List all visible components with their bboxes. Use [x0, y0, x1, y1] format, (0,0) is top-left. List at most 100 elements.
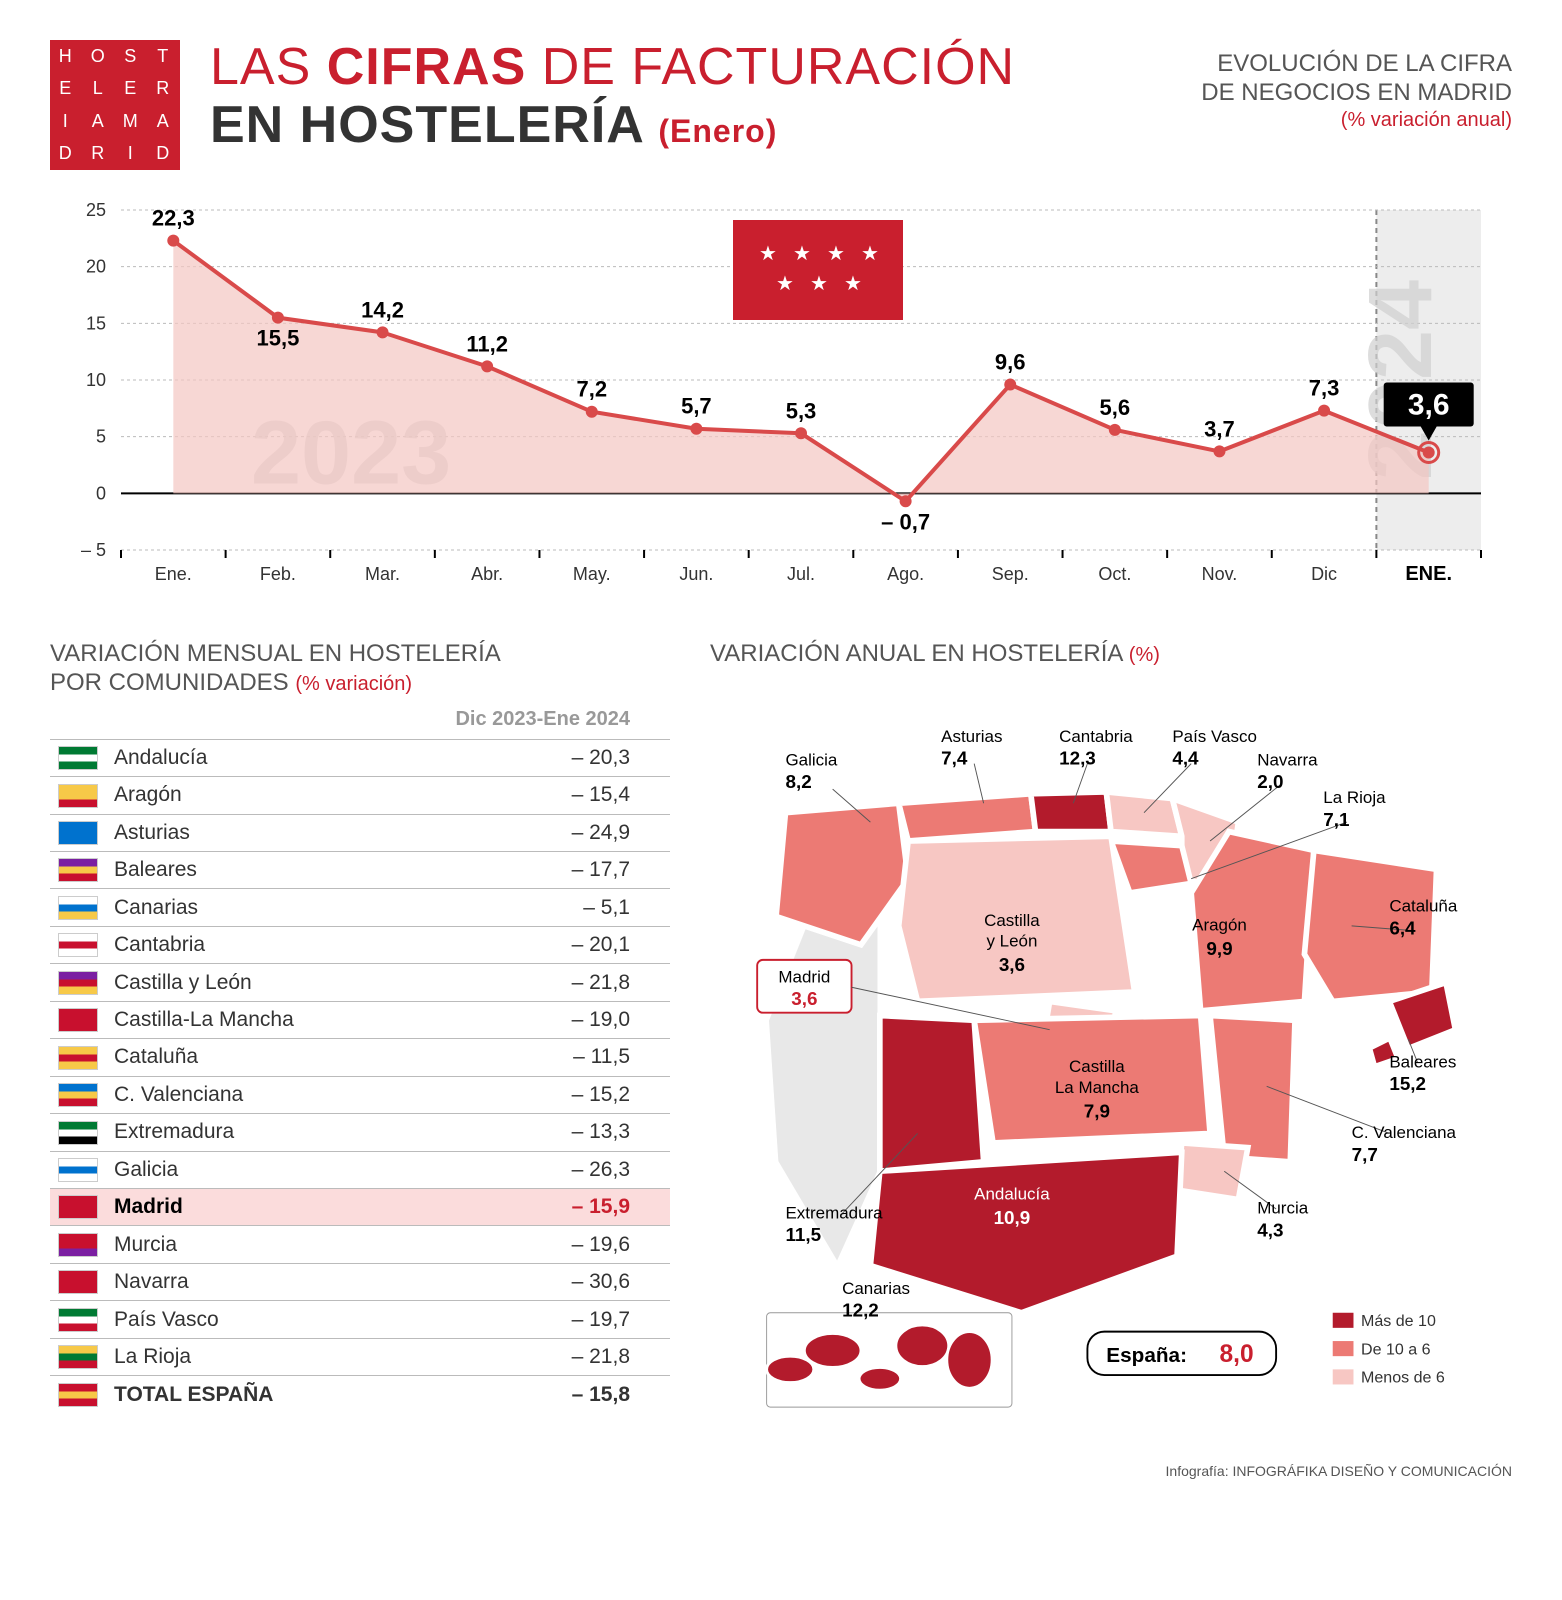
svg-text:3,6: 3,6 [791, 988, 817, 1009]
svg-text:★: ★ [776, 273, 794, 295]
svg-text:De 10 a 6: De 10 a 6 [1361, 1340, 1431, 1358]
flag-icon [58, 1195, 98, 1219]
svg-text:3,6: 3,6 [1408, 389, 1450, 422]
map-title-note: (%) [1129, 644, 1160, 666]
table-row: Canarias– 5,1 [50, 889, 670, 926]
svg-text:Aragón: Aragón [1192, 916, 1247, 935]
line-chart: – 505101520252023202422,315,514,211,27,2… [50, 190, 1512, 610]
svg-text:7,4: 7,4 [941, 748, 968, 769]
table-row: Castilla y León– 21,8 [50, 964, 670, 1001]
region-value: – 21,8 [406, 964, 670, 1001]
region-name: Madrid [106, 1189, 406, 1226]
region-value: – 5,1 [406, 889, 670, 926]
infographic-credit: Infografía: INFOGRÁFIKA DISEÑO Y COMUNIC… [50, 1463, 1512, 1479]
flag-icon [58, 933, 98, 957]
svg-text:Cantabria: Cantabria [1059, 727, 1133, 746]
svg-text:y León: y León [986, 932, 1037, 951]
svg-text:Castilla: Castilla [1069, 1057, 1125, 1076]
svg-text:Más de 10: Más de 10 [1361, 1312, 1436, 1330]
map-title: VARIACIÓN ANUAL EN HOSTELERÍA [710, 640, 1129, 667]
region-name: Canarias [106, 889, 406, 926]
svg-text:0: 0 [96, 483, 106, 503]
map-region-extremadura [880, 1016, 984, 1172]
svg-text:Cataluña: Cataluña [1389, 897, 1457, 916]
svg-text:País Vasco: País Vasco [1172, 727, 1257, 746]
table-row: C. Valenciana– 15,2 [50, 1076, 670, 1113]
region-name: Extremadura [106, 1114, 406, 1151]
table-row: Aragón– 15,4 [50, 777, 670, 814]
flag-icon [58, 1158, 98, 1182]
title-part3: DE FACTURACIÓN [542, 38, 1015, 96]
svg-text:Castilla: Castilla [984, 911, 1040, 930]
table-row: Murcia– 19,6 [50, 1226, 670, 1263]
svg-text:Mar.: Mar. [365, 564, 400, 584]
svg-text:Dic: Dic [1311, 564, 1337, 584]
map-region-larioja [1111, 841, 1191, 893]
region-value: – 15,8 [406, 1376, 670, 1413]
svg-text:7,9: 7,9 [1084, 1100, 1110, 1121]
table-row: TOTAL ESPAÑA– 15,8 [50, 1376, 670, 1413]
svg-text:7,3: 7,3 [1309, 376, 1340, 401]
svg-text:C. Valenciana: C. Valenciana [1352, 1123, 1457, 1142]
svg-text:12,2: 12,2 [842, 1300, 879, 1321]
flag-icon [58, 1083, 98, 1107]
region-value: – 20,1 [406, 926, 670, 963]
svg-text:★: ★ [861, 243, 879, 265]
flag-icon [58, 971, 98, 995]
flag-icon [58, 1233, 98, 1257]
svg-text:22,3: 22,3 [152, 206, 195, 231]
svg-text:11,2: 11,2 [466, 331, 508, 356]
svg-text:★: ★ [793, 243, 811, 265]
region-name: Cataluña [106, 1039, 406, 1076]
svg-text:5,3: 5,3 [786, 398, 817, 423]
svg-text:11,5: 11,5 [785, 1224, 821, 1245]
svg-text:10: 10 [86, 370, 106, 390]
svg-text:Andalucía: Andalucía [974, 1185, 1050, 1204]
svg-text:2,0: 2,0 [1257, 771, 1283, 792]
region-name: Galicia [106, 1151, 406, 1188]
flag-icon [58, 1270, 98, 1294]
svg-text:9,6: 9,6 [995, 350, 1026, 375]
region-name: La Rioja [106, 1338, 406, 1375]
svg-text:5: 5 [96, 427, 106, 447]
table-row: La Rioja– 21,8 [50, 1338, 670, 1375]
right-l1: EVOLUCIÓN DE LA CIFRA [1201, 50, 1512, 79]
table-row: Andalucía– 20,3 [50, 739, 670, 776]
svg-text:Ago.: Ago. [887, 564, 924, 584]
logo-hosteleria-madrid: HOSTELERIAMADRID [50, 40, 180, 170]
svg-text:– 5: – 5 [81, 540, 106, 560]
svg-text:5,6: 5,6 [1100, 395, 1131, 420]
region-value: – 21,8 [406, 1338, 670, 1375]
flag-icon [58, 1345, 98, 1369]
right-subtitle: EVOLUCIÓN DE LA CIFRA DE NEGOCIOS EN MAD… [1201, 50, 1512, 132]
svg-text:★: ★ [759, 243, 777, 265]
svg-text:14,2: 14,2 [361, 297, 404, 322]
svg-text:May.: May. [573, 564, 611, 584]
region-name: Navarra [106, 1263, 406, 1300]
svg-text:4,3: 4,3 [1257, 1219, 1283, 1240]
flag-icon [58, 821, 98, 845]
table-row: Cantabria– 20,1 [50, 926, 670, 963]
region-value: – 15,2 [406, 1076, 670, 1113]
flag-icon [58, 896, 98, 920]
svg-text:15: 15 [86, 313, 106, 333]
svg-text:6,4: 6,4 [1389, 917, 1416, 938]
table-row: Galicia– 26,3 [50, 1151, 670, 1188]
svg-text:– 0,7: – 0,7 [881, 509, 930, 534]
svg-text:Menos de 6: Menos de 6 [1361, 1369, 1445, 1387]
region-name: Baleares [106, 851, 406, 888]
svg-text:★: ★ [844, 273, 862, 295]
right-note: (% variación anual) [1201, 108, 1512, 132]
flag-icon [58, 858, 98, 882]
region-value: – 20,3 [406, 739, 670, 776]
title-line2: EN HOSTELERÍA [210, 96, 658, 154]
svg-text:Canarias: Canarias [842, 1279, 910, 1298]
region-name: Castilla y León [106, 964, 406, 1001]
region-value: – 30,6 [406, 1263, 670, 1300]
svg-text:Jun.: Jun. [679, 564, 713, 584]
svg-text:La Rioja: La Rioja [1323, 788, 1386, 807]
region-name: Murcia [106, 1226, 406, 1263]
map-region-cvalenciana [1210, 1016, 1295, 1162]
table-period: Dic 2023-Ene 2024 [50, 708, 630, 731]
svg-text:Ene.: Ene. [155, 564, 192, 584]
